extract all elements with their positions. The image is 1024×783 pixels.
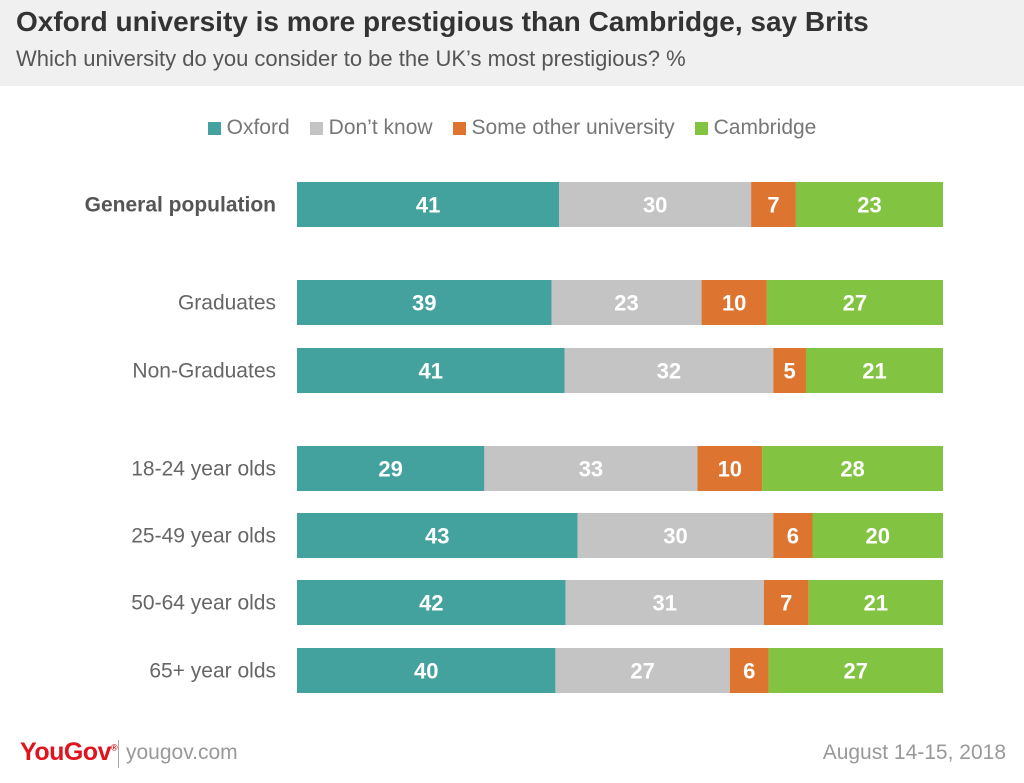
bar-segment <box>551 280 702 325</box>
bar-segment <box>297 580 566 625</box>
bar-segment <box>484 446 698 491</box>
legend-item-1: Don’t know <box>309 116 433 140</box>
legend-swatch <box>309 121 323 135</box>
registered-mark: ® <box>110 742 118 753</box>
legend-label: Some other university <box>471 116 675 139</box>
bar-segment <box>766 280 943 325</box>
data-label: 31 <box>653 591 677 616</box>
data-label: 43 <box>425 524 449 549</box>
data-label: 29 <box>378 457 402 482</box>
data-label: 41 <box>419 359 443 384</box>
bar-segment <box>751 182 796 227</box>
bar-segment <box>565 580 764 625</box>
data-label: 33 <box>579 457 603 482</box>
data-label: 7 <box>767 193 779 218</box>
category-label: Graduates <box>178 292 276 315</box>
data-label: 30 <box>663 524 687 549</box>
bar-segment <box>805 348 943 393</box>
data-label: 21 <box>864 591 888 616</box>
data-label: 27 <box>844 659 868 684</box>
footer-date: August 14-15, 2018 <box>822 741 1006 764</box>
data-label: 30 <box>643 193 667 218</box>
bar-segment <box>795 182 943 227</box>
bar-segment <box>564 348 774 393</box>
bar-segment <box>762 446 943 491</box>
bar-segment <box>297 280 552 325</box>
bar-segment <box>559 182 752 227</box>
legend-item-2: Some other university <box>452 116 675 140</box>
legend-swatch <box>207 121 221 135</box>
bar-segment <box>577 513 774 558</box>
bar-segment <box>297 348 565 393</box>
bar-segment <box>297 648 556 693</box>
yougov-logo: YouGov® <box>20 738 118 767</box>
bar-segment <box>555 648 730 693</box>
data-label: 42 <box>419 591 443 616</box>
bar-segment <box>697 446 763 491</box>
data-label: 7 <box>780 591 792 616</box>
data-label: 28 <box>840 457 864 482</box>
data-label: 6 <box>743 659 755 684</box>
category-label: General population <box>85 194 276 217</box>
bar-segment <box>729 648 769 693</box>
bar-segment <box>773 513 813 558</box>
category-label: 65+ year olds <box>149 660 276 683</box>
category-label: Non-Graduates <box>132 360 276 383</box>
footer-site: yougov.com <box>126 741 238 764</box>
legend-item-0: Oxford <box>207 116 290 140</box>
data-label: 32 <box>657 359 681 384</box>
chart-legend: Oxford Don’t know Some other university Cam… <box>0 116 1024 140</box>
footer-separator <box>118 740 119 768</box>
data-label: 40 <box>414 659 438 684</box>
data-label: 27 <box>630 659 654 684</box>
data-label: 21 <box>862 359 886 384</box>
data-label: 27 <box>843 291 867 316</box>
data-label: 6 <box>787 524 799 549</box>
header-band: Oxford university is more prestigious th… <box>0 0 1024 86</box>
bar-segment <box>297 513 578 558</box>
legend-item-3: Cambridge <box>694 116 817 140</box>
bar-segment <box>701 280 767 325</box>
data-label: 23 <box>857 193 881 218</box>
legend-swatch <box>694 121 708 135</box>
data-label: 10 <box>718 457 742 482</box>
category-label: 25-49 year olds <box>131 525 276 548</box>
bar-segment <box>773 348 806 393</box>
data-label: 5 <box>784 359 796 384</box>
legend-label: Oxford <box>226 116 290 139</box>
data-label: 23 <box>614 291 638 316</box>
bar-segment <box>763 580 809 625</box>
data-label: 20 <box>866 524 890 549</box>
bar-segment <box>768 648 943 693</box>
data-label: 41 <box>416 193 440 218</box>
legend-label: Cambridge <box>713 116 817 139</box>
chart-title: Oxford university is more prestigious th… <box>16 6 869 37</box>
legend-label: Don’t know <box>328 116 433 139</box>
category-label: 18-24 year olds <box>131 458 276 481</box>
bar-segment <box>808 580 943 625</box>
bar-segment <box>812 513 943 558</box>
bar-segment <box>297 446 485 491</box>
chart-subtitle: Which university do you consider to be t… <box>16 46 686 71</box>
category-label: 50-64 year olds <box>131 592 276 615</box>
bar-segment <box>297 182 560 227</box>
data-label: 39 <box>412 291 436 316</box>
data-label: 10 <box>722 291 746 316</box>
yougov-brand: YouGov <box>20 738 111 766</box>
legend-swatch <box>452 121 466 135</box>
